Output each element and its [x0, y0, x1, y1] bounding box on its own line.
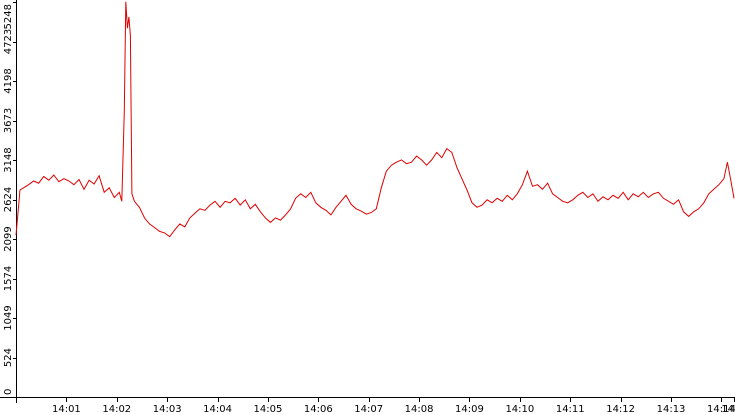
series-line [15, 1, 735, 238]
y-tick-label: 4198 [3, 68, 14, 93]
x-tick-label: 14:06 [304, 404, 333, 415]
x-tick-label: 14:13 [657, 404, 686, 415]
y-tick-label: 1574 [3, 266, 14, 291]
x-tick-label: 14:03 [153, 404, 182, 415]
x-tick-label: 14:14 [707, 404, 735, 415]
x-tick-label: 14:07 [354, 404, 383, 415]
x-tick-label: 14:09 [455, 404, 484, 415]
x-tick-label: 14:05 [254, 404, 283, 415]
y-tick-label: 3148 [3, 147, 14, 172]
x-tick-label: 14:04 [203, 404, 232, 415]
x-tick-label: 14:02 [102, 404, 131, 415]
x-tick-label: 14:01 [52, 404, 81, 415]
y-tick-label: 3673 [3, 108, 14, 133]
y-tick-label: 0 [3, 389, 14, 395]
y-tick-label: 1049 [3, 305, 14, 330]
x-tick-label: 14 [721, 404, 734, 415]
y-tick-label: 524 [3, 348, 14, 367]
y-tick-label: 5248 [3, 4, 14, 29]
x-tick-label: 14:12 [606, 404, 635, 415]
y-tick-label: 4723 [3, 29, 14, 54]
x-tick-label: 14:11 [556, 404, 585, 415]
y-tick-label: 2099 [3, 226, 14, 251]
x-tick-label: 14:10 [505, 404, 534, 415]
x-tick-label: 14:08 [405, 404, 434, 415]
y-tick-label: 2624 [3, 187, 14, 212]
